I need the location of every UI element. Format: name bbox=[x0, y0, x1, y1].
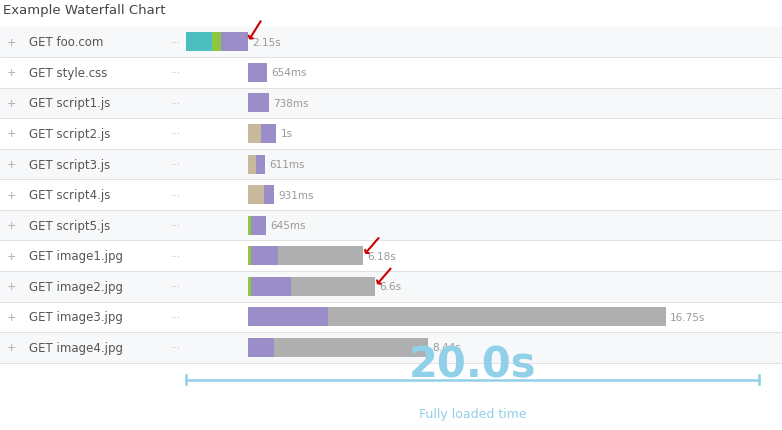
Text: GET script3.js: GET script3.js bbox=[29, 158, 110, 171]
Text: 2.15s: 2.15s bbox=[252, 38, 281, 48]
Text: 738ms: 738ms bbox=[273, 99, 309, 109]
Text: ···: ··· bbox=[170, 160, 181, 170]
Bar bbox=[0, 150, 782, 180]
Text: 1s: 1s bbox=[281, 129, 292, 139]
Bar bbox=[221, 33, 248, 52]
Bar bbox=[248, 308, 328, 327]
Text: 16.75s: 16.75s bbox=[670, 312, 705, 322]
Text: GET script1.js: GET script1.js bbox=[29, 97, 110, 110]
Text: GET image3.jpg: GET image3.jpg bbox=[29, 311, 123, 324]
Bar bbox=[0, 302, 782, 332]
Text: +: + bbox=[7, 68, 16, 78]
Bar bbox=[251, 216, 266, 235]
Text: ···: ··· bbox=[170, 251, 181, 261]
Bar bbox=[248, 155, 256, 174]
Text: +: + bbox=[7, 160, 16, 170]
Text: ···: ··· bbox=[170, 129, 181, 139]
Text: ···: ··· bbox=[170, 343, 181, 353]
Text: +: + bbox=[7, 312, 16, 322]
Bar bbox=[0, 271, 782, 302]
Text: ···: ··· bbox=[170, 282, 181, 292]
Bar bbox=[248, 125, 260, 144]
Text: 654ms: 654ms bbox=[271, 68, 307, 78]
Bar bbox=[0, 241, 782, 271]
Bar bbox=[0, 180, 782, 210]
Bar bbox=[264, 186, 274, 205]
Text: +: + bbox=[7, 343, 16, 353]
Text: GET image1.jpg: GET image1.jpg bbox=[29, 250, 123, 263]
Text: ···: ··· bbox=[170, 190, 181, 200]
Text: 6.6s: 6.6s bbox=[379, 282, 402, 292]
Text: GET image2.jpg: GET image2.jpg bbox=[29, 280, 123, 293]
Bar bbox=[0, 119, 782, 150]
Text: +: + bbox=[7, 190, 16, 200]
Text: 6.18s: 6.18s bbox=[368, 251, 396, 261]
Text: +: + bbox=[7, 221, 16, 230]
Bar bbox=[0, 332, 782, 363]
Text: Example Waterfall Chart: Example Waterfall Chart bbox=[3, 4, 165, 17]
Text: ···: ··· bbox=[170, 68, 181, 78]
Text: 20.0s: 20.0s bbox=[409, 344, 536, 386]
Bar bbox=[256, 155, 265, 174]
Bar bbox=[248, 338, 274, 357]
Bar bbox=[328, 308, 666, 327]
Text: Fully loaded time: Fully loaded time bbox=[419, 407, 526, 420]
Bar bbox=[248, 277, 251, 296]
Bar bbox=[0, 89, 782, 119]
Text: +: + bbox=[7, 251, 16, 261]
Bar bbox=[248, 216, 251, 235]
Text: ···: ··· bbox=[170, 99, 181, 109]
Text: GET image4.jpg: GET image4.jpg bbox=[29, 341, 123, 354]
Bar bbox=[251, 277, 292, 296]
Text: +: + bbox=[7, 129, 16, 139]
Text: 931ms: 931ms bbox=[278, 190, 314, 200]
Text: ···: ··· bbox=[170, 38, 181, 48]
Text: ···: ··· bbox=[170, 221, 181, 230]
Bar bbox=[0, 58, 782, 89]
Bar bbox=[212, 33, 221, 52]
Bar bbox=[260, 125, 276, 144]
Text: GET foo.com: GET foo.com bbox=[29, 36, 103, 49]
Bar bbox=[251, 247, 278, 266]
Bar bbox=[248, 94, 269, 113]
Text: +: + bbox=[7, 282, 16, 292]
Text: GET script5.js: GET script5.js bbox=[29, 219, 110, 232]
Text: 611ms: 611ms bbox=[270, 160, 305, 170]
Text: GET style.css: GET style.css bbox=[29, 67, 107, 80]
Bar bbox=[248, 186, 264, 205]
Text: +: + bbox=[7, 99, 16, 109]
Bar bbox=[0, 28, 782, 58]
Text: ···: ··· bbox=[170, 312, 181, 322]
Text: GET script2.js: GET script2.js bbox=[29, 128, 110, 141]
Bar bbox=[0, 210, 782, 241]
Bar bbox=[278, 247, 363, 266]
Bar bbox=[248, 247, 251, 266]
Bar bbox=[292, 277, 375, 296]
Text: +: + bbox=[7, 38, 16, 48]
Text: 645ms: 645ms bbox=[271, 221, 306, 230]
Text: GET script4.js: GET script4.js bbox=[29, 189, 110, 202]
Bar bbox=[248, 64, 267, 83]
Text: 8.44s: 8.44s bbox=[432, 343, 461, 353]
Bar bbox=[186, 33, 212, 52]
Bar bbox=[274, 338, 428, 357]
